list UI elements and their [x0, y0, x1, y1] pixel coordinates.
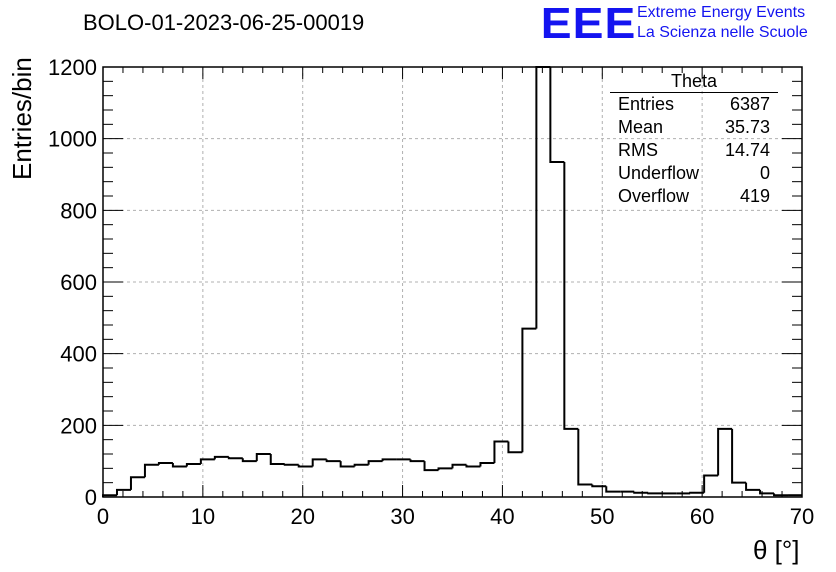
y-tick-label: 600 [60, 270, 97, 295]
x-tick-label: 10 [191, 504, 215, 529]
histogram-bin [241, 458, 257, 463]
histogram-bin [353, 463, 369, 467]
x-tick-label: 60 [690, 504, 714, 529]
stats-value: 35.73 [724, 117, 770, 137]
x-tick-labels: 0 10 20 30 40 50 60 70 [97, 504, 814, 529]
histogram-bin [297, 464, 313, 468]
histogram-bin [563, 161, 579, 430]
histogram-bin [325, 459, 341, 463]
histogram-bin [577, 428, 593, 486]
histogram-bin [227, 456, 243, 460]
stats-label: RMS [618, 140, 658, 160]
histogram-bin [171, 462, 187, 468]
y-tick-label: 0 [85, 485, 97, 510]
histogram-bin [115, 488, 131, 496]
histogram-bin [773, 493, 789, 497]
x-tick-label: 50 [590, 504, 614, 529]
axis-ticks [102, 66, 803, 498]
stats-label: Overflow [618, 186, 690, 206]
x-tick-label: 40 [490, 504, 514, 529]
stats-value: 6387 [729, 94, 770, 114]
eee-logo: EEE [540, 0, 637, 48]
histogram-bin [269, 454, 285, 466]
stats-value: 0 [759, 163, 770, 183]
stats-value: 419 [739, 186, 770, 206]
stats-row-mean: Mean 35.73 [610, 116, 778, 139]
y-axis-label: Entries/bin [7, 57, 37, 180]
histogram-bin [479, 461, 495, 467]
histogram-bin [745, 482, 761, 491]
stats-label: Entries [618, 94, 675, 114]
histogram-bin [465, 464, 481, 468]
histogram-bin [493, 440, 509, 463]
histogram-bin [535, 66, 551, 329]
stats-label: Underflow [618, 163, 700, 183]
histogram-bin [423, 461, 439, 472]
histogram-bin [255, 453, 271, 462]
stats-label: Mean [618, 117, 664, 137]
logo-line-2: La Scienza nelle Scuole [637, 24, 808, 41]
histogram-bin [143, 463, 159, 478]
stats-value: 14.74 [724, 140, 770, 160]
run-title: BOLO-01-2023-06-25-00019 [83, 10, 365, 35]
x-tick-label: 20 [290, 504, 314, 529]
histogram-bin [213, 455, 229, 460]
y-tick-label: 400 [60, 342, 97, 367]
histogram-bin [185, 463, 201, 467]
histogram-bin [157, 461, 173, 465]
stats-title: Theta [610, 70, 778, 93]
y-tick-label: 800 [60, 198, 97, 223]
histogram-bin [717, 427, 733, 476]
y-tick-label: 200 [60, 413, 97, 438]
histogram-bin [339, 461, 355, 468]
stats-box: Theta Entries 6387 Mean 35.73 RMS 14.74 Und… [610, 70, 778, 208]
histogram-bin [689, 491, 705, 494]
stats-row-rms: RMS 14.74 [610, 139, 778, 162]
histogram-bin [731, 428, 747, 484]
histogram-bin [311, 458, 327, 467]
logo-text: Extreme Energy Events La Scienza nelle S… [637, 3, 808, 43]
histogram-bin [759, 489, 775, 495]
histogram-bin [283, 463, 299, 466]
histogram-bin [605, 486, 621, 493]
histogram-bin [199, 458, 215, 465]
stats-row-entries: Entries 6387 [610, 93, 778, 116]
y-tick-label: 1000 [48, 127, 97, 152]
histogram-bin [507, 441, 523, 454]
histogram-bin [129, 476, 145, 490]
histogram-bin [521, 327, 537, 453]
x-tick-label: 0 [97, 504, 109, 529]
x-axis-label: θ [°] [753, 535, 800, 565]
x-tick-label: 70 [790, 504, 814, 529]
histogram-bin [591, 484, 607, 488]
histogram-bin [647, 492, 663, 495]
histogram-bin [437, 467, 453, 471]
x-tick-label: 30 [390, 504, 414, 529]
logo-line-1: Extreme Energy Events [637, 4, 806, 21]
histogram-bin [381, 458, 397, 462]
stats-row-overflow: Overflow 419 [610, 185, 778, 208]
histogram-bin [409, 459, 425, 463]
histogram-bin [549, 67, 565, 163]
stats-row-underflow: Underflow 0 [610, 162, 778, 185]
histogram-bin [367, 460, 383, 465]
y-tick-label: 1200 [48, 55, 97, 80]
histogram-bin [451, 463, 467, 469]
y-tick-labels: 0 200 400 600 800 1000 1200 [48, 55, 97, 510]
histogram-bin [633, 491, 649, 494]
histogram-bin [703, 474, 719, 493]
